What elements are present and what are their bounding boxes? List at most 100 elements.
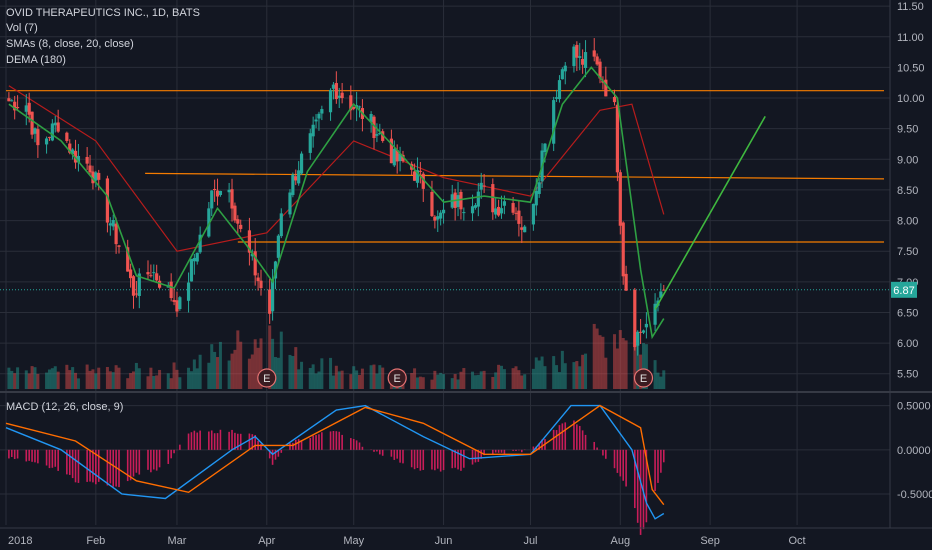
macd-histogram-bar: [555, 430, 558, 450]
price-tick-label: 8.50: [897, 185, 918, 197]
volume-bar: [91, 369, 95, 389]
candle-body: [129, 269, 133, 279]
volume-bar: [85, 364, 89, 389]
price-tick-label: 10.50: [897, 62, 925, 74]
volume-bar: [653, 360, 657, 389]
candle-body: [439, 212, 443, 219]
candle-body: [131, 276, 136, 296]
macd-legend[interactable]: MACD (12, 26, close, 9): [6, 401, 124, 413]
volume-bar: [172, 362, 176, 389]
time-tick-label: Aug: [611, 535, 631, 547]
candle-body: [375, 134, 379, 136]
macd-histogram-bar: [170, 449, 172, 459]
candle-body: [441, 209, 446, 214]
volume-bar: [317, 371, 321, 389]
price-tick-label: 6.50: [897, 307, 918, 319]
candle-body: [108, 223, 112, 226]
macd-histogram-bar: [500, 449, 503, 453]
candle-body: [114, 223, 118, 245]
macd-histogram-bar: [271, 449, 274, 465]
volume-bar: [413, 368, 417, 389]
candle-body: [531, 203, 535, 225]
macd-tick-label: -0.5000: [897, 489, 932, 501]
volume-bar: [250, 354, 254, 389]
macd-histogram-bar: [51, 449, 54, 468]
volume-bar: [47, 369, 51, 389]
volume-bar: [584, 353, 588, 389]
macd-histogram-bar: [315, 435, 317, 450]
volume-bar: [540, 356, 544, 389]
candle-body: [415, 170, 420, 183]
macd-histogram-bar: [390, 449, 393, 457]
volume-bar: [117, 367, 121, 389]
candle-body: [65, 132, 69, 141]
volume-bar: [534, 357, 538, 389]
macd-histogram-bar: [662, 449, 665, 463]
macd-histogram-bar: [213, 433, 216, 450]
candle-body: [117, 245, 121, 247]
candle-body: [491, 184, 495, 213]
volume-bar: [456, 379, 460, 389]
candle-body: [436, 216, 440, 220]
macd-histogram-bar: [179, 444, 181, 450]
volume-bar: [126, 378, 130, 389]
macd-histogram-bar: [381, 449, 384, 456]
price-tick-label: 9.00: [897, 154, 918, 166]
vol-legend[interactable]: Vol (7): [6, 22, 38, 34]
macd-histogram-bar: [436, 449, 439, 469]
volume-bar: [279, 331, 283, 389]
candle-body: [389, 138, 393, 164]
macd-histogram-bar: [239, 433, 242, 450]
candle-body: [308, 133, 312, 153]
volume-bar: [531, 368, 535, 389]
candle-body: [340, 92, 344, 99]
candle-body: [552, 100, 556, 144]
volume-bar: [491, 376, 495, 389]
macd-histogram-bar: [616, 449, 619, 473]
candle-body: [334, 83, 338, 100]
volume-bar: [552, 356, 556, 389]
volume-bar: [271, 338, 275, 389]
candle-body: [476, 191, 480, 207]
candle-body: [33, 128, 37, 134]
volume-bar: [178, 377, 182, 389]
candle-body: [239, 224, 243, 229]
volume-bar: [146, 376, 150, 389]
price-tick-label: 6.00: [897, 338, 918, 350]
macd-histogram-bar: [341, 434, 343, 450]
dema-legend[interactable]: DEMA (180): [6, 54, 66, 66]
macd-histogram-bar: [321, 432, 323, 450]
macd-histogram-bar: [251, 434, 254, 450]
macd-histogram-bar: [538, 443, 540, 450]
candle-body: [233, 205, 237, 221]
candle-body: [633, 289, 637, 348]
volume-bar: [415, 377, 419, 389]
candle-body: [520, 227, 524, 230]
macd-histogram-bar: [312, 435, 314, 450]
sma-legend[interactable]: SMAs (8, close, 20, close): [6, 38, 134, 50]
candle-body: [7, 98, 11, 102]
volume-bar: [320, 358, 324, 389]
candle-body: [662, 289, 666, 291]
candle-body: [592, 50, 596, 57]
candle-body: [401, 154, 405, 162]
volume-bar: [33, 367, 37, 389]
volume-bar: [45, 372, 49, 389]
macd-histogram-bar: [309, 438, 312, 450]
candle-body: [459, 191, 463, 210]
candle-body: [638, 331, 643, 333]
candle-body: [641, 330, 646, 333]
candle-body: [186, 282, 191, 301]
candle-body: [430, 191, 434, 217]
macd-histogram-bar: [660, 449, 662, 473]
candle-body: [659, 291, 663, 298]
macd-histogram-bar: [167, 449, 170, 464]
candle-body: [534, 191, 538, 206]
candle-body: [543, 143, 547, 153]
macd-histogram-bar: [561, 423, 564, 450]
macd-histogram-bar: [68, 449, 71, 475]
volume-bar: [149, 367, 153, 389]
macd-histogram-bar: [112, 449, 115, 487]
candle-body: [563, 65, 567, 72]
